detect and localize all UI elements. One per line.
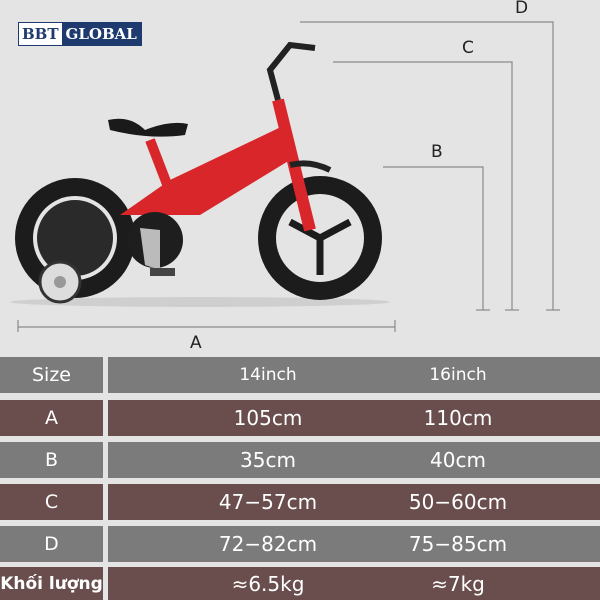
table-row: Khối lượng ≈6.5kg ≈7kg xyxy=(0,567,600,600)
row-values: 105cm 110cm xyxy=(108,400,600,436)
logo-right: GLOBAL xyxy=(61,23,141,45)
front-wheel xyxy=(258,176,382,300)
dimension-d-line xyxy=(300,21,554,310)
row-values: ≈6.5kg ≈7kg xyxy=(108,567,600,600)
column-14inch: 14inch xyxy=(239,365,297,385)
dimension-c-label: C xyxy=(462,38,474,58)
dimension-lines xyxy=(17,21,560,332)
logo-left: BBT xyxy=(19,23,62,45)
table-header-row: Size 14inch 16inch xyxy=(0,357,600,393)
dimension-a-label: A xyxy=(190,333,202,353)
bike-frame xyxy=(108,41,332,276)
value-16inch: 110cm xyxy=(423,406,493,430)
value-16inch: 40cm xyxy=(430,448,486,472)
row-label: C xyxy=(0,484,103,520)
row-values: 14inch 16inch xyxy=(108,357,600,393)
column-16inch: 16inch xyxy=(429,365,487,385)
row-label: Khối lượng xyxy=(0,567,103,600)
value-14inch: 72−82cm xyxy=(218,532,318,556)
row-values: 35cm 40cm xyxy=(108,442,600,478)
row-values: 47−57cm 50−60cm xyxy=(108,484,600,520)
value-14inch: 35cm xyxy=(240,448,296,472)
value-14inch: ≈6.5kg xyxy=(231,571,305,596)
value-16inch: ≈7kg xyxy=(431,571,485,596)
dimension-d-label: D xyxy=(515,0,529,18)
row-label: B xyxy=(0,442,103,478)
row-label: D xyxy=(0,526,103,562)
table-row: B 35cm 40cm xyxy=(0,442,600,478)
table-row: D 72−82cm 75−85cm xyxy=(0,526,600,562)
value-14inch: 105cm xyxy=(233,406,303,430)
bike-diagram xyxy=(10,21,560,332)
dimension-b-line xyxy=(383,166,484,310)
value-16inch: 50−60cm xyxy=(408,490,508,514)
training-wheel xyxy=(38,260,82,304)
row-values: 72−82cm 75−85cm xyxy=(108,526,600,562)
dimension-b-label: B xyxy=(431,142,443,162)
rear-wheel xyxy=(15,178,135,298)
value-14inch: 47−57cm xyxy=(218,490,318,514)
value-16inch: 75−85cm xyxy=(408,532,508,556)
row-label: Size xyxy=(0,357,103,393)
brand-logo: BBT GLOBAL xyxy=(18,22,142,46)
table-row: A 105cm 110cm xyxy=(0,400,600,436)
table-row: C 47−57cm 50−60cm xyxy=(0,484,600,520)
row-label: A xyxy=(0,400,103,436)
dimension-c-line xyxy=(333,61,513,310)
